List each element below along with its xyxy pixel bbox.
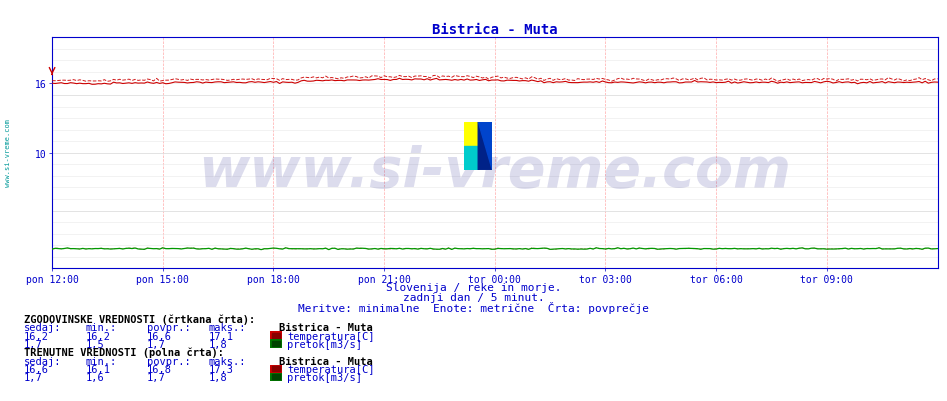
Text: pretok[m3/s]: pretok[m3/s]	[287, 339, 362, 349]
Text: www.si-vreme.com: www.si-vreme.com	[198, 145, 792, 199]
Text: 16,1: 16,1	[85, 364, 110, 374]
Text: Bistrica - Muta: Bistrica - Muta	[279, 322, 373, 332]
Text: zadnji dan / 5 minut.: zadnji dan / 5 minut.	[402, 293, 545, 303]
Text: min.:: min.:	[85, 356, 116, 366]
Text: 16,2: 16,2	[24, 331, 48, 341]
Text: 1,7: 1,7	[147, 372, 166, 382]
Text: www.si-vreme.com: www.si-vreme.com	[5, 118, 10, 186]
Text: maks.:: maks.:	[208, 356, 246, 366]
Polygon shape	[478, 122, 492, 170]
Text: 1,8: 1,8	[208, 372, 227, 382]
Title: Bistrica - Muta: Bistrica - Muta	[432, 23, 558, 37]
Text: 17,1: 17,1	[208, 331, 233, 341]
Text: 16,6: 16,6	[147, 331, 171, 341]
Text: ZGODOVINSKE VREDNOSTI (črtkana črta):: ZGODOVINSKE VREDNOSTI (črtkana črta):	[24, 314, 255, 324]
Text: 17,3: 17,3	[208, 364, 233, 374]
Text: Bistrica - Muta: Bistrica - Muta	[279, 356, 373, 366]
Bar	[273, 375, 279, 379]
Text: 1,7: 1,7	[24, 372, 43, 382]
Text: temperatura[C]: temperatura[C]	[287, 364, 374, 374]
Bar	[464, 122, 478, 146]
Text: 1,7: 1,7	[24, 339, 43, 349]
Text: 1,8: 1,8	[208, 339, 227, 349]
Text: 1,5: 1,5	[85, 339, 104, 349]
Bar	[273, 341, 279, 346]
Text: povpr.:: povpr.:	[147, 322, 190, 332]
Text: 1,6: 1,6	[85, 372, 104, 382]
Bar	[273, 333, 279, 338]
Text: 16,2: 16,2	[85, 331, 110, 341]
Polygon shape	[478, 122, 492, 170]
Text: povpr.:: povpr.:	[147, 356, 190, 366]
Text: temperatura[C]: temperatura[C]	[287, 331, 374, 341]
Text: 1,7: 1,7	[147, 339, 166, 349]
Text: Slovenija / reke in morje.: Slovenija / reke in morje.	[385, 283, 562, 293]
Text: 16,8: 16,8	[147, 364, 171, 374]
Text: sedaj:: sedaj:	[24, 322, 62, 332]
Text: pretok[m3/s]: pretok[m3/s]	[287, 372, 362, 382]
Text: TRENUTNE VREDNOSTI (polna črta):: TRENUTNE VREDNOSTI (polna črta):	[24, 347, 223, 357]
Text: min.:: min.:	[85, 322, 116, 332]
Bar	[273, 367, 279, 371]
Text: 16,6: 16,6	[24, 364, 48, 374]
Text: maks.:: maks.:	[208, 322, 246, 332]
Text: sedaj:: sedaj:	[24, 356, 62, 366]
Text: Meritve: minimalne  Enote: metrične  Črta: povprečje: Meritve: minimalne Enote: metrične Črta:…	[298, 302, 649, 314]
Bar	[464, 146, 478, 170]
